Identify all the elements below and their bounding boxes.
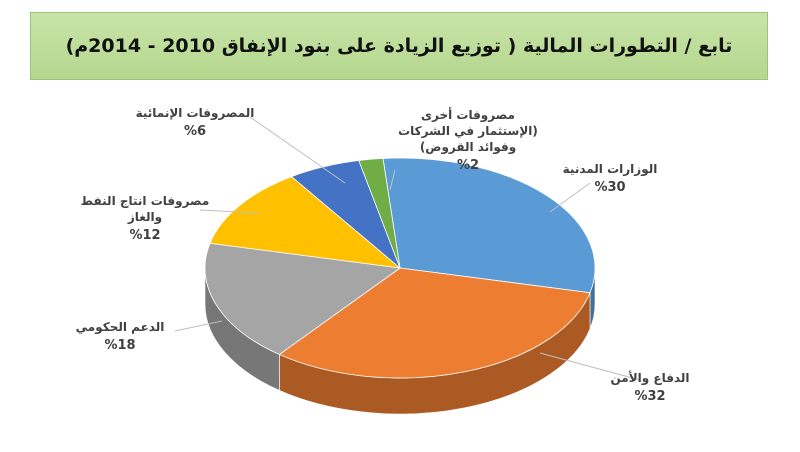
slice-value-oil: %12: [129, 228, 160, 243]
slice-label-support: الدعم الحكومي: [76, 320, 165, 335]
slice-value-development: %6: [184, 124, 206, 139]
pie-slice-oil: [209, 176, 402, 269]
slice-label-oil: مصروفات انتاج النفط: [81, 194, 210, 209]
leader-line-development: [249, 116, 346, 184]
slice-label-other: مصروفات أخرى: [421, 107, 515, 123]
slice-labels: الوزارات المدنية %30 الدفاع والأمن %32 الدعم…: [76, 106, 690, 404]
slice-value-civil: %30: [594, 180, 625, 195]
slice-value-other: %2: [457, 158, 479, 173]
title-banner: تابع / التطورات المالية ( توزيع الزيادة …: [30, 12, 768, 80]
slice-label-oil: والغاز: [127, 210, 162, 225]
leader-line-other: [389, 169, 396, 191]
chart-title: تابع / التطورات المالية ( توزيع الزيادة …: [65, 35, 733, 57]
pie-slice-other: [358, 158, 401, 269]
leader-lines: [174, 116, 641, 381]
slice-label-other: (الإستثمار في الشركات: [398, 124, 538, 138]
pie-tops: [204, 157, 596, 379]
slice-label-defense: الدفاع والأمن: [610, 370, 689, 386]
pie-slice-defense: [278, 267, 591, 379]
pie-sides: [204, 267, 596, 415]
leader-line-support: [174, 320, 223, 332]
leader-line-oil: [199, 209, 261, 214]
leader-line-civil: [549, 182, 591, 213]
slice-label-civil: الوزارات المدنية: [563, 162, 658, 177]
slice-value-defense: %32: [634, 389, 665, 404]
pie-slice-support: [204, 242, 402, 355]
pie-slice-civil: [382, 157, 596, 294]
slice-label-other: وفوائد القروض): [420, 140, 516, 155]
slice-label-development: المصروفات الإنمائية: [136, 106, 255, 121]
slice-value-support: %18: [104, 338, 135, 353]
leader-line-defense: [539, 352, 641, 381]
